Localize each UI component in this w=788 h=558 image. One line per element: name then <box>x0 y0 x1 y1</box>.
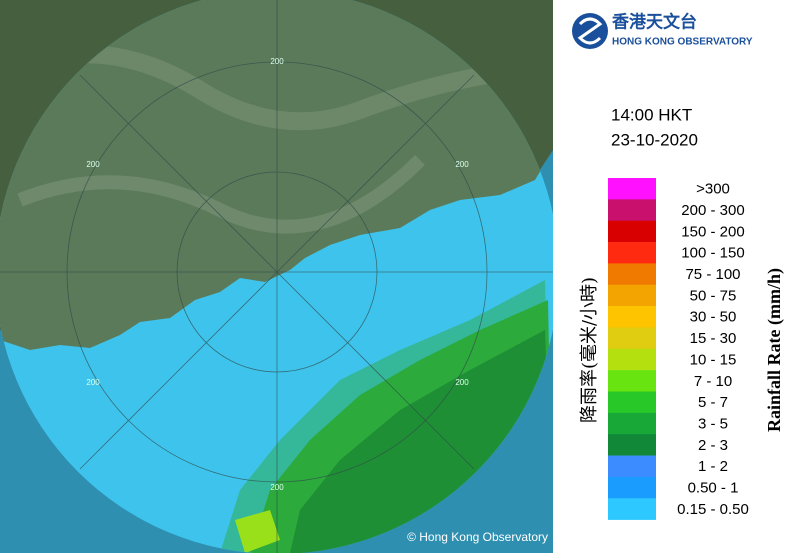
ring-label: 200 <box>270 57 284 66</box>
legend-swatch <box>608 263 656 286</box>
legend-swatch <box>608 242 656 264</box>
legend-swatch <box>608 306 656 328</box>
logo-english: HONG KONG OBSERVATORY <box>612 37 753 48</box>
legend-label: 10 - 15 <box>690 351 737 368</box>
legend-swatch <box>608 284 656 307</box>
terrain <box>17 155 425 234</box>
range-rings <box>0 0 553 553</box>
ring-label: 200 <box>86 378 100 387</box>
legend-label: 100 - 150 <box>681 245 744 262</box>
legend-label: 50 - 75 <box>690 287 737 304</box>
legend-swatch <box>608 391 656 414</box>
legend: >300 200 - 300 150 - 200 100 - 150 75 - 100 5… <box>608 178 749 520</box>
legend-label: 7 - 10 <box>694 373 732 390</box>
legend-title-chinese: 降雨率(毫米/小時) <box>579 277 600 423</box>
radar-circle <box>0 0 553 553</box>
legend-title-english: Rainfall Rate (mm/h) <box>764 268 785 432</box>
legend-label: 75 - 100 <box>685 266 740 283</box>
legend-swatch <box>608 178 656 200</box>
legend-label: 30 - 50 <box>690 309 737 326</box>
legend-label: 15 - 30 <box>690 330 737 347</box>
legend-swatch <box>608 455 656 478</box>
logo-icon-mark <box>577 17 603 45</box>
legend-label: 1 - 2 <box>698 458 728 475</box>
legend-swatch <box>608 498 656 520</box>
legend-label: 3 - 5 <box>698 415 728 432</box>
legend-swatch <box>608 327 656 350</box>
legend-label: >300 <box>696 181 730 198</box>
rain-cell <box>235 510 280 553</box>
legend-label: 0.15 - 0.50 <box>677 501 749 518</box>
logo: 香港天文台 HONG KONG OBSERVATORY <box>572 11 753 49</box>
ring-label: 200 <box>86 160 100 169</box>
date: 23-10-2020 <box>611 130 698 149</box>
legend-label: 150 - 200 <box>681 223 744 240</box>
legend-swatch <box>608 476 656 499</box>
legend-swatch <box>608 412 656 435</box>
legend-swatch <box>608 348 656 371</box>
legend-label: 2 - 3 <box>698 437 728 454</box>
ring-label: 200 <box>455 160 469 169</box>
legend-swatch <box>608 434 656 456</box>
copyright: © Hong Kong Observatory <box>407 530 548 544</box>
legend-label: 200 - 300 <box>681 202 744 219</box>
legend-label: 0.50 - 1 <box>688 480 739 497</box>
ring-label: 200 <box>270 483 284 492</box>
terrain <box>37 45 522 131</box>
legend-swatch <box>608 199 656 221</box>
radar-map: 200 200 200 200 200 200 <box>0 0 553 553</box>
ring-label: 200 <box>455 378 469 387</box>
legend-label: 5 - 7 <box>698 394 728 411</box>
legend-swatch <box>608 220 656 243</box>
logo-chinese: 香港天文台 <box>612 11 697 31</box>
time: 14:00 HKT <box>611 105 692 124</box>
legend-swatch <box>608 370 656 392</box>
